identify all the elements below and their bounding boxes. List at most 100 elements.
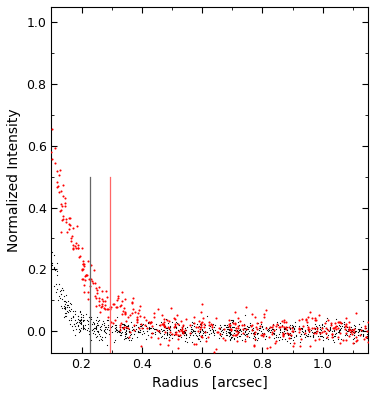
Point: [238, 328, 244, 335]
Point: [327, 327, 333, 333]
Point: [80, 260, 86, 267]
Point: [329, 331, 335, 337]
Point: [58, 207, 64, 214]
Point: [134, 318, 140, 325]
Point: [176, 331, 181, 338]
Point: [114, 314, 120, 320]
Point: [201, 321, 207, 327]
Point: [195, 332, 201, 338]
Point: [197, 328, 203, 334]
Point: [96, 297, 102, 304]
Point: [179, 325, 185, 331]
Point: [310, 332, 316, 339]
Point: [365, 328, 371, 335]
Point: [314, 328, 320, 335]
Point: [226, 326, 232, 333]
Point: [343, 330, 349, 337]
Point: [88, 314, 94, 320]
Point: [278, 329, 284, 335]
Point: [178, 318, 184, 324]
Point: [164, 325, 170, 331]
Point: [349, 326, 355, 332]
Point: [226, 326, 232, 333]
Point: [166, 334, 172, 340]
Point: [346, 327, 352, 333]
Point: [96, 337, 102, 343]
Point: [329, 334, 335, 340]
Point: [234, 337, 240, 344]
Point: [73, 326, 79, 332]
Point: [269, 324, 275, 330]
Point: [342, 322, 348, 329]
Point: [257, 325, 263, 331]
Point: [251, 327, 257, 333]
Point: [134, 314, 140, 320]
Point: [89, 321, 95, 327]
Point: [339, 319, 345, 326]
Point: [134, 316, 140, 322]
Point: [269, 324, 275, 330]
Point: [270, 321, 276, 328]
Point: [358, 330, 364, 337]
Point: [187, 330, 193, 336]
Point: [231, 335, 237, 341]
Point: [189, 339, 195, 345]
Point: [270, 326, 276, 332]
Point: [307, 309, 313, 316]
Point: [174, 320, 180, 326]
Point: [323, 331, 329, 337]
Point: [257, 323, 263, 329]
Point: [327, 326, 333, 332]
Point: [183, 330, 189, 337]
Point: [129, 335, 135, 341]
Point: [326, 328, 332, 334]
Point: [343, 327, 349, 333]
Point: [228, 335, 234, 341]
Point: [320, 333, 326, 339]
Point: [249, 322, 255, 328]
Point: [135, 328, 141, 334]
Point: [123, 318, 129, 324]
Point: [187, 322, 193, 328]
Point: [164, 331, 170, 337]
Point: [108, 304, 114, 310]
Point: [351, 329, 357, 335]
Point: [125, 321, 131, 328]
Point: [93, 295, 99, 301]
Point: [139, 325, 145, 331]
Point: [285, 330, 291, 336]
Point: [352, 324, 358, 331]
Point: [70, 245, 76, 251]
Point: [304, 331, 310, 337]
Point: [122, 331, 128, 338]
Point: [314, 326, 320, 332]
Point: [56, 183, 62, 189]
Point: [211, 323, 217, 330]
Point: [346, 326, 352, 332]
Point: [302, 333, 308, 340]
Point: [310, 329, 316, 335]
Point: [345, 326, 351, 332]
Point: [164, 330, 170, 336]
Point: [207, 323, 213, 330]
Point: [49, 156, 55, 163]
Point: [307, 332, 313, 339]
Point: [68, 235, 74, 241]
Point: [139, 322, 145, 328]
Point: [54, 184, 60, 190]
Point: [107, 326, 113, 333]
Point: [299, 328, 305, 335]
Point: [336, 322, 342, 328]
Point: [244, 331, 250, 337]
Point: [112, 337, 118, 343]
Point: [270, 322, 276, 328]
Point: [56, 293, 62, 300]
Point: [281, 328, 287, 335]
Point: [229, 319, 235, 326]
Point: [70, 314, 76, 320]
Point: [351, 335, 357, 342]
Point: [111, 301, 117, 307]
Point: [196, 329, 202, 335]
Point: [270, 326, 276, 333]
Point: [296, 317, 302, 324]
